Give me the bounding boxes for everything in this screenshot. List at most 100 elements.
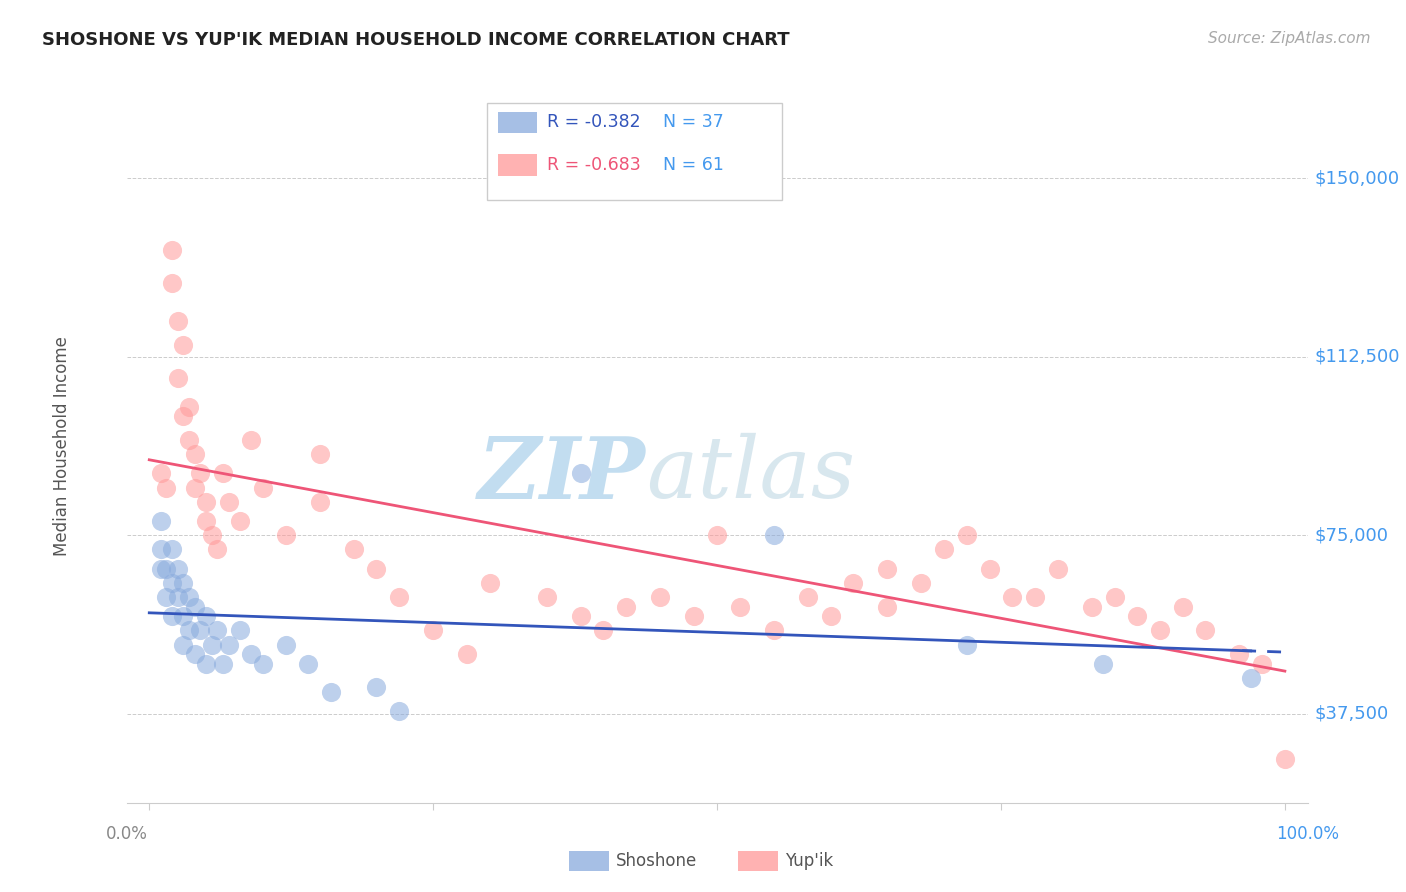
Point [229,624,252,638]
Point [956,528,979,542]
Point [1149,624,1171,638]
Point [1171,599,1194,614]
Text: $75,000: $75,000 [1315,526,1389,544]
Point [155,481,177,495]
Point [229,514,252,528]
Point [842,575,865,590]
Point [160,243,183,257]
Point [592,624,614,638]
Point [876,599,898,614]
Point [166,561,188,575]
Point [149,514,172,528]
Point [155,590,177,604]
Point [1104,590,1126,604]
Point [308,447,330,461]
Point [160,609,183,624]
Point [218,495,240,509]
Point [252,481,274,495]
Point [172,338,194,352]
Point [1046,561,1069,575]
Point [1274,752,1296,766]
Point [149,467,172,481]
Point [762,528,785,542]
Point [195,514,218,528]
Point [343,542,366,557]
Point [762,624,785,638]
Point [979,561,1001,575]
Point [297,657,319,671]
Point [188,467,211,481]
Point [308,495,330,509]
Point [536,590,558,604]
Point [388,704,411,718]
Point [183,481,205,495]
Point [797,590,820,604]
Point [201,638,224,652]
Point [155,561,177,575]
Point [1251,657,1274,671]
Text: R = -0.683: R = -0.683 [547,156,641,174]
Point [422,624,444,638]
Text: atlas: atlas [647,434,855,516]
Point [910,575,932,590]
Point [160,542,183,557]
Point [177,433,200,447]
Point [218,638,240,652]
Point [319,685,342,699]
Point [207,542,229,557]
Point [274,638,297,652]
Text: $112,500: $112,500 [1315,348,1400,366]
Point [212,657,235,671]
Point [183,599,205,614]
Point [456,647,478,661]
Point [366,561,388,575]
Point [956,638,979,652]
Point [240,647,263,661]
Point [569,467,592,481]
Point [1001,590,1024,604]
Point [1024,590,1046,604]
Point [166,590,188,604]
Point [1126,609,1149,624]
Text: N = 37: N = 37 [662,113,723,131]
Point [177,400,200,414]
Point [1229,647,1251,661]
Point [207,624,229,638]
Point [166,314,188,328]
Text: SHOSHONE VS YUP'IK MEDIAN HOUSEHOLD INCOME CORRELATION CHART: SHOSHONE VS YUP'IK MEDIAN HOUSEHOLD INCO… [42,31,790,49]
Text: 0.0%: 0.0% [105,825,148,843]
Point [160,276,183,290]
Point [177,590,200,604]
Point [876,561,898,575]
Point [650,590,672,604]
Point [160,575,183,590]
Point [172,575,194,590]
Text: R = -0.382: R = -0.382 [547,113,641,131]
Text: $150,000: $150,000 [1315,169,1400,187]
Text: Median Household Income: Median Household Income [52,336,70,556]
Point [195,657,218,671]
Point [252,657,274,671]
Point [183,447,205,461]
Point [195,495,218,509]
Point [183,647,205,661]
Point [195,609,218,624]
Point [1081,599,1104,614]
Point [166,371,188,385]
Point [683,609,706,624]
Point [820,609,842,624]
Point [388,590,411,604]
Point [366,681,388,695]
Point [201,528,224,542]
Point [728,599,751,614]
Point [1194,624,1216,638]
Text: Source: ZipAtlas.com: Source: ZipAtlas.com [1208,31,1371,46]
Point [706,528,728,542]
Text: 100.0%: 100.0% [1277,825,1339,843]
Point [934,542,956,557]
Point [188,624,211,638]
Point [274,528,297,542]
Point [172,638,194,652]
Point [240,433,263,447]
Point [172,409,194,424]
